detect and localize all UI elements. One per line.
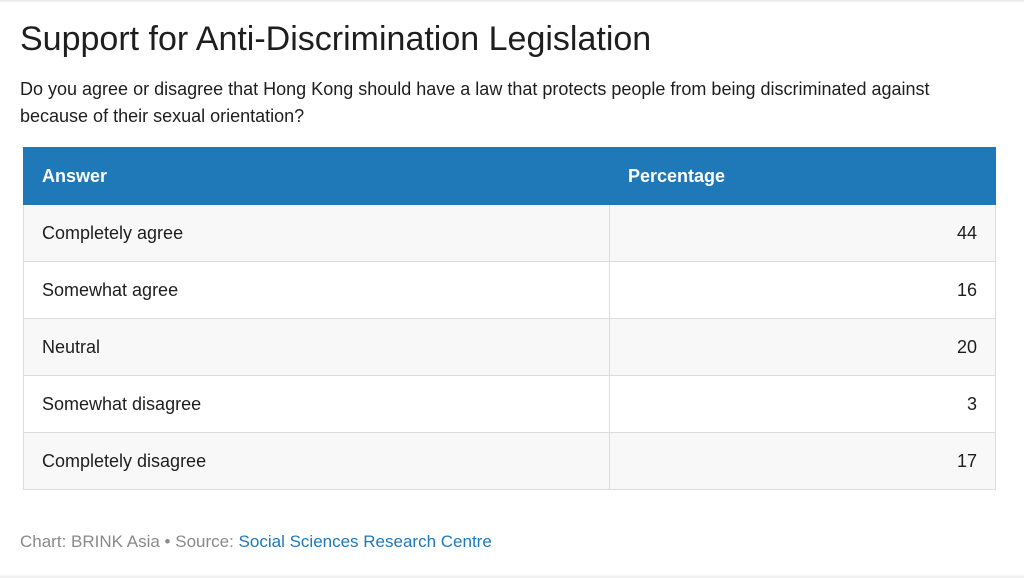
chart-subtitle: Do you agree or disagree that Hong Kong … [20, 79, 930, 126]
frame-top-edge [0, 0, 1024, 3]
answer-cell: Completely agree [23, 204, 610, 262]
percentage-cell: 44 [609, 204, 996, 262]
frame-bottom-edge [0, 574, 1024, 578]
source-link[interactable]: Social Sciences Research Centre [238, 532, 492, 551]
column-header-percentage[interactable]: Percentage [609, 147, 996, 205]
percentage-cell: 16 [609, 261, 996, 319]
table-row: Completely agree 44 [23, 204, 996, 262]
percentage-cell: 3 [609, 375, 996, 433]
answer-cell: Somewhat agree [23, 261, 610, 319]
table-body: Completely agree 44 Somewhat agree 16 Ne… [23, 204, 996, 490]
percentage-cell: 17 [609, 432, 996, 490]
chart-title: Support for Anti-Discrimination Legislat… [20, 20, 652, 58]
answer-cell: Completely disagree [23, 432, 610, 490]
answer-cell: Neutral [23, 318, 610, 376]
data-table: Answer Percentage Completely agree 44 So… [23, 147, 996, 490]
table-row: Somewhat disagree 3 [23, 375, 996, 433]
table-row: Completely disagree 17 [23, 432, 996, 490]
chart-footer: Chart: BRINK Asia • Source: Social Scien… [20, 531, 492, 553]
table-row: Somewhat agree 16 [23, 261, 996, 319]
table-row: Neutral 20 [23, 318, 996, 376]
table-header-row: Answer Percentage [23, 147, 996, 205]
footer-separator: • [159, 532, 176, 551]
chart-credit: Chart: BRINK Asia [20, 532, 160, 551]
percentage-cell: 20 [609, 318, 996, 376]
answer-cell: Somewhat disagree [23, 375, 610, 433]
source-label: Source: [175, 532, 239, 551]
column-header-answer[interactable]: Answer [23, 147, 610, 205]
